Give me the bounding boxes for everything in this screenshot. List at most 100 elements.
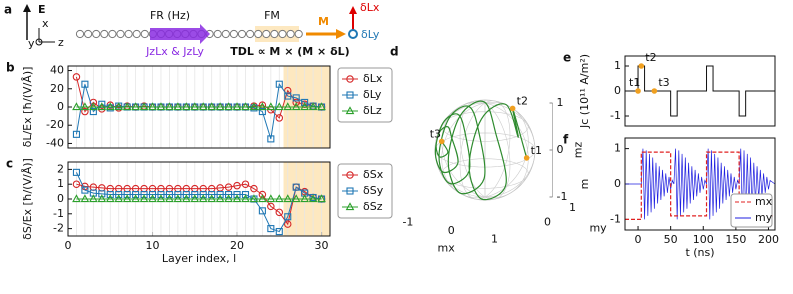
- atom: [100, 29, 109, 39]
- marker: [284, 213, 292, 221]
- atom: [262, 29, 271, 39]
- legend-label: δLy: [363, 88, 382, 101]
- legend-label: δSx: [363, 168, 384, 181]
- marker: [274, 102, 284, 111]
- m-label: M: [318, 15, 329, 28]
- marker: [266, 102, 276, 111]
- marker: [165, 191, 173, 199]
- x-tick-label: 1: [491, 233, 498, 246]
- marker: [233, 181, 241, 190]
- marker: [114, 102, 124, 111]
- marker: [198, 194, 208, 203]
- dly-label: δLy: [361, 28, 380, 41]
- marker: [250, 184, 258, 193]
- marker: [258, 102, 267, 111]
- legend-label: δLx: [363, 72, 383, 85]
- marker: [181, 102, 191, 111]
- x-tick-label: 10: [146, 239, 160, 252]
- time-point: [509, 105, 516, 112]
- atom: [237, 29, 247, 39]
- panel-label: a: [4, 3, 12, 17]
- z-tick-label: 1: [557, 96, 564, 109]
- marker: [89, 194, 98, 203]
- marker: [275, 80, 283, 88]
- z-axis-label: mz: [572, 142, 585, 159]
- marker: [182, 191, 190, 199]
- marker: [301, 98, 309, 106]
- atom: [116, 29, 125, 39]
- marker: [81, 80, 89, 88]
- plot-frame: [67, 65, 331, 149]
- marker: [98, 190, 106, 198]
- marker: [283, 86, 292, 95]
- atom: [140, 29, 149, 39]
- marker: [72, 102, 81, 111]
- marker: [122, 194, 132, 203]
- marker: [208, 191, 216, 199]
- x-tick-label: -1: [402, 216, 413, 229]
- axis-label: z: [58, 36, 64, 49]
- dly-dot: [348, 29, 358, 39]
- axis-dot: [35, 38, 43, 46]
- atom: [84, 29, 93, 39]
- marker: [232, 102, 242, 111]
- legend-label: δSz: [363, 200, 383, 213]
- marker: [148, 191, 157, 199]
- marker: [275, 228, 283, 236]
- marker: [173, 194, 183, 203]
- marker: [216, 191, 224, 199]
- marker: [207, 102, 217, 111]
- z-tick-label: -1: [557, 190, 568, 203]
- point-label: t1: [629, 76, 640, 89]
- panel-label: f: [563, 133, 569, 147]
- torque-label: TDL ∝ M × (M × δL): [230, 45, 349, 58]
- panel-label: c: [6, 157, 13, 171]
- marker: [140, 191, 148, 199]
- marker: [291, 194, 301, 203]
- legend-marker: [346, 75, 354, 83]
- marker: [233, 191, 241, 199]
- x-tick-label: 100: [693, 233, 714, 246]
- time-point: [635, 88, 641, 94]
- x-tick-label: 150: [725, 233, 746, 246]
- x-tick-label: 30: [315, 239, 329, 252]
- time-point: [438, 138, 445, 145]
- marker: [283, 194, 293, 203]
- y-tick-label: -2: [53, 222, 64, 235]
- atom: [213, 29, 222, 39]
- marker: [317, 102, 326, 111]
- legend-marker: [346, 171, 354, 179]
- time-point: [523, 155, 530, 161]
- marker: [249, 194, 259, 203]
- marker: [72, 73, 81, 81]
- marker: [258, 207, 266, 215]
- marker: [241, 102, 250, 111]
- time-point: [638, 63, 645, 69]
- trajectory: [434, 100, 528, 201]
- atom: [294, 29, 303, 39]
- marker: [292, 94, 300, 102]
- atom: [270, 29, 279, 39]
- marker: [191, 191, 199, 199]
- atom: [278, 29, 287, 39]
- x-axis-label: t (ns): [685, 246, 714, 259]
- marker: [97, 194, 107, 203]
- marker: [81, 186, 89, 194]
- y-tick-label: 0: [544, 216, 551, 229]
- marker: [105, 194, 115, 203]
- axis-label: x: [42, 17, 49, 30]
- y-axis-label: δL/Ex [ħ/(V/Å)]: [21, 67, 34, 148]
- marker: [139, 102, 149, 111]
- marker: [275, 114, 284, 122]
- y-tick-label: -20: [46, 118, 64, 131]
- atom: [229, 29, 238, 39]
- marker: [292, 183, 300, 191]
- marker: [258, 190, 267, 199]
- marker: [232, 194, 242, 203]
- y-tick-label: -40: [46, 136, 64, 149]
- y-tick-label: 1: [614, 142, 621, 155]
- y-axis-label: my: [589, 221, 607, 234]
- dlx-label: δLx: [360, 1, 380, 14]
- marker: [283, 102, 293, 111]
- y-tick-label: -1: [610, 212, 621, 225]
